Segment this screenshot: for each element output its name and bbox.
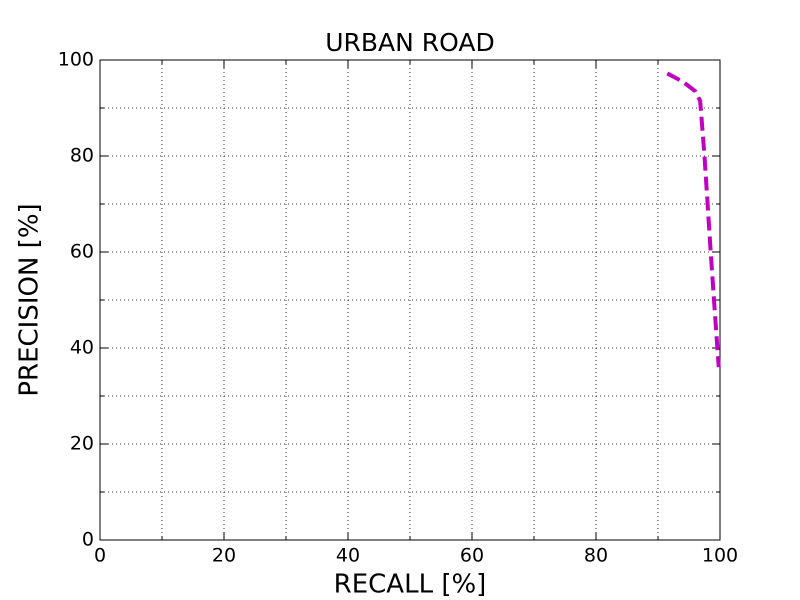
chart-title: URBAN ROAD xyxy=(325,28,495,57)
y-tick-label: 80 xyxy=(70,145,94,167)
y-tick-label: 0 xyxy=(82,529,94,551)
x-tick-label: 80 xyxy=(584,545,608,567)
plot-frame xyxy=(99,59,721,541)
x-tick-label: 40 xyxy=(336,545,360,567)
x-tick-label: 100 xyxy=(702,545,738,567)
y-tick-label: 100 xyxy=(58,49,94,71)
x-tick-label: 60 xyxy=(460,545,484,567)
data-line xyxy=(666,71,721,368)
x-axis-label: RECALL [%] xyxy=(334,570,487,600)
x-tick-label: 0 xyxy=(94,545,106,567)
y-axis-label: PRECISION [%] xyxy=(15,203,45,396)
y-tick-label: 20 xyxy=(70,433,94,455)
y-tick-label: 60 xyxy=(70,241,94,263)
x-tick-label: 20 xyxy=(212,545,236,567)
y-tick-label: 40 xyxy=(70,337,94,359)
